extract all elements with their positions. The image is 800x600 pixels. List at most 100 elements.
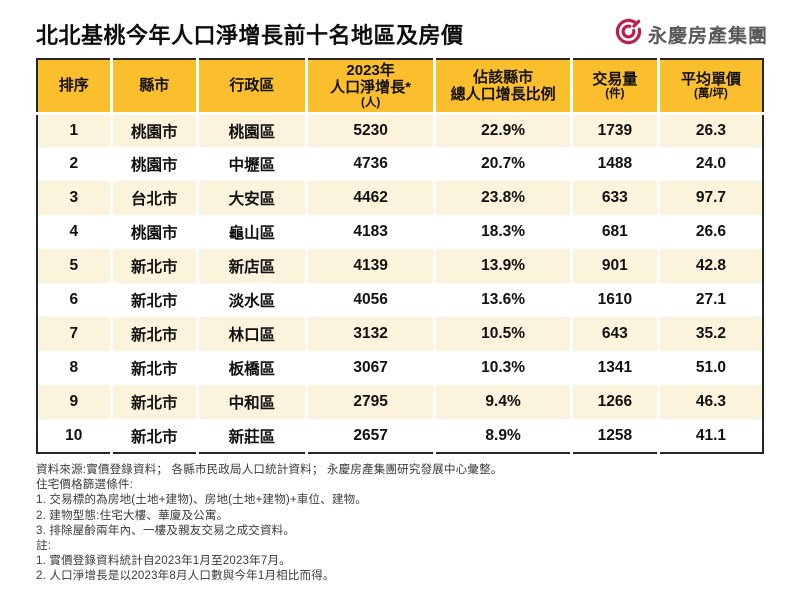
header-row: 排序 縣市 行政區 2023年 人口淨增長* (人) 佔該縣市 總人口增長比例	[37, 59, 763, 115]
table-row: 4 桃園市 龜山區 4183 18.3% 681 26.6	[37, 215, 763, 249]
table-cell: 大安區	[197, 181, 308, 215]
table-cell: 97.7	[658, 181, 763, 215]
brand-name: 永慶房產集團	[647, 25, 768, 47]
table-row: 2 桃園市 中壢區 4736 20.7% 1488 24.0	[37, 147, 763, 181]
table-cell: 901	[571, 249, 660, 283]
header-unit: (件)	[605, 88, 625, 101]
table-cell: 4183	[306, 215, 437, 249]
brand-logo: 永慶房產集團	[614, 17, 768, 51]
table-cell: 新北市	[111, 351, 199, 385]
top-bar: 北北基桃今年人口淨增長前十名地區及房價 永慶房產集團	[36, 14, 768, 54]
header-unit: (萬/坪)	[694, 88, 728, 101]
header-label: 行政區	[229, 77, 275, 95]
table-cell: 681	[571, 215, 660, 249]
header-label: 總人口增長比例	[450, 85, 556, 103]
header-label: 2023年	[346, 62, 395, 80]
table-cell: 3132	[306, 317, 437, 351]
table-cell: 26.3	[658, 113, 763, 147]
table-cell: 新北市	[111, 385, 199, 419]
table-cell: 台北市	[111, 181, 199, 215]
header-label: 平均單價	[680, 70, 741, 88]
table-cell: 桃園市	[111, 113, 199, 147]
header-label: 交易量	[592, 70, 638, 88]
table-cell: 10.3%	[434, 351, 573, 385]
page-title: 北北基桃今年人口淨增長前十名地區及房價	[36, 23, 464, 48]
table-cell: 13.9%	[434, 249, 573, 283]
table-cell: 26.6	[658, 215, 763, 249]
header-label: 排序	[58, 77, 89, 95]
table-cell: 新北市	[111, 283, 199, 317]
table-cell: 35.2	[658, 317, 763, 351]
note-filter-3: 3. 排除屋齡兩年內、一樓及親友交易之成交資料。	[36, 524, 296, 537]
col-header-rank: 排序	[37, 59, 113, 115]
table-cell: 8	[37, 351, 113, 385]
table-cell: 633	[571, 181, 660, 215]
table-cell: 23.8%	[434, 181, 573, 215]
header-label: 縣市	[139, 77, 170, 95]
table-row: 3 台北市 大安區 4462 23.8% 633 97.7	[37, 181, 763, 215]
table-cell: 4462	[306, 181, 437, 215]
table-cell: 龜山區	[197, 215, 308, 249]
table-cell: 3	[37, 181, 113, 215]
table-cell: 5	[37, 249, 113, 283]
table-cell: 8.9%	[434, 419, 573, 453]
table-cell: 42.8	[658, 249, 763, 283]
col-header-avg-price: 平均單價 (萬/坪)	[658, 59, 763, 115]
table-cell: 新店區	[197, 249, 308, 283]
table-cell: 9.4%	[434, 385, 573, 419]
table-header: 排序 縣市 行政區 2023年 人口淨增長* (人) 佔該縣市 總人口增長比例	[37, 59, 763, 115]
table-cell: 1341	[571, 351, 660, 385]
table-cell: 1258	[571, 419, 660, 453]
table-row: 10 新北市 新莊區 2657 8.9% 1258 41.1	[37, 419, 763, 453]
table-cell: 3067	[306, 351, 437, 385]
table-cell: 新莊區	[197, 419, 308, 453]
table-cell: 新北市	[111, 249, 199, 283]
table-cell: 46.3	[658, 385, 763, 419]
table-cell: 1	[37, 113, 113, 147]
table-cell: 淡水區	[197, 283, 308, 317]
table-row: 1 桃園市 桃園區 5230 22.9% 1739 26.3	[37, 113, 763, 147]
header-label: 佔該縣市	[473, 68, 534, 86]
header-label: 人口淨增長*	[330, 79, 411, 97]
table-cell: 27.1	[658, 283, 763, 317]
table-cell: 13.6%	[434, 283, 573, 317]
table-cell: 新北市	[111, 317, 199, 351]
col-header-net-growth: 2023年 人口淨增長* (人)	[306, 59, 437, 115]
table-cell: 板橋區	[197, 351, 308, 385]
table-cell: 10	[37, 419, 113, 453]
table-cell: 桃園市	[111, 147, 199, 181]
note-filter-title: 住宅價格篩選條件:	[36, 479, 133, 492]
table-body: 1 桃園市 桃園區 5230 22.9% 1739 26.3 2 桃園市 中壢區 4736 20.7%…	[37, 113, 763, 453]
table-cell: 桃園區	[197, 113, 308, 147]
table-cell: 7	[37, 317, 113, 351]
table-row: 9 新北市 中和區 2795 9.4% 1266 46.3	[37, 385, 763, 419]
table-cell: 22.9%	[434, 113, 573, 147]
population-growth-table: 排序 縣市 行政區 2023年 人口淨增長* (人) 佔該縣市 總人口增長比例	[36, 58, 764, 454]
footnotes: 資料來源:實價登錄資料； 各縣市民政局人口統計資料； 永慶房產集團研究發展中心彙…	[36, 463, 768, 584]
table-cell: 20.7%	[434, 147, 573, 181]
table-cell: 4056	[306, 283, 437, 317]
table-row: 6 新北市 淡水區 4056 13.6% 1610 27.1	[37, 283, 763, 317]
table-cell: 41.1	[658, 419, 763, 453]
table-cell: 1266	[571, 385, 660, 419]
note-remark-1: 1. 實價登錄資料統計自2023年1月至2023年7月。	[36, 555, 291, 568]
col-header-county: 縣市	[111, 59, 199, 115]
table-cell: 643	[571, 317, 660, 351]
table-cell: 2657	[306, 419, 437, 453]
table-cell: 中和區	[197, 385, 308, 419]
yungching-logo-icon	[614, 17, 643, 51]
table-cell: 2	[37, 147, 113, 181]
table-cell: 18.3%	[434, 215, 573, 249]
table-cell: 9	[37, 385, 113, 419]
table-cell: 新北市	[111, 419, 199, 453]
table-cell: 4	[37, 215, 113, 249]
note-filter-1: 1. 交易標的為房地(土地+建物)、房地(土地+建物)+車位、建物。	[36, 494, 368, 507]
col-header-transactions: 交易量 (件)	[571, 59, 660, 115]
table-cell: 1488	[571, 147, 660, 181]
table-cell: 桃園市	[111, 215, 199, 249]
table-cell: 4139	[306, 249, 437, 283]
table-cell: 24.0	[658, 147, 763, 181]
table-cell: 1610	[571, 283, 660, 317]
table-cell: 4736	[306, 147, 437, 181]
